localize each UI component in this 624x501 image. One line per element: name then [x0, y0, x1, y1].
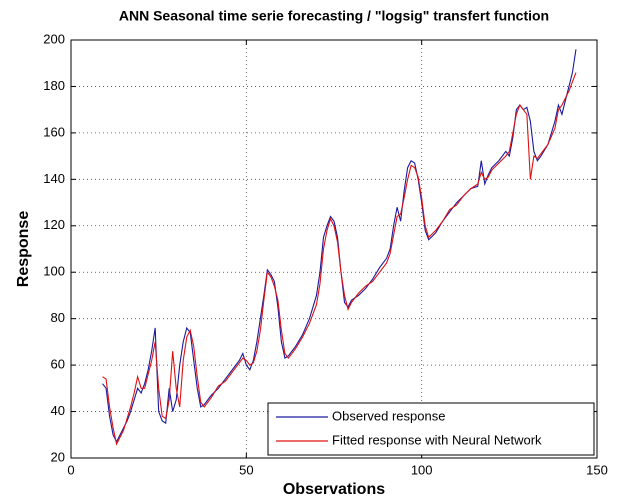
x-tick-label: 150: [586, 462, 608, 477]
chart-title: ANN Seasonal time serie forecasting / "l…: [119, 8, 549, 24]
x-tick-label: 100: [411, 462, 433, 477]
legend-label: Observed response: [332, 408, 445, 423]
y-tick-label: 160: [43, 124, 65, 139]
y-tick-label: 200: [43, 31, 65, 46]
legend-box: [267, 402, 595, 456]
y-tick-label: 100: [43, 264, 65, 279]
legend-label: Fitted response with Neural Network: [332, 432, 542, 447]
y-tick-label: 140: [43, 171, 65, 186]
y-tick-label: 180: [43, 78, 65, 93]
y-tick-label: 20: [51, 449, 65, 464]
x-axis-label: Observations: [283, 481, 385, 498]
plot-area: [71, 40, 597, 458]
y-axis-label: Response: [15, 211, 32, 288]
y-tick-label: 60: [51, 357, 65, 372]
axes-box: [70, 39, 598, 459]
y-tick-label: 80: [51, 310, 65, 325]
series-line: [102, 72, 577, 446]
y-tick-label: 40: [51, 403, 65, 418]
y-tick-label: 120: [43, 217, 65, 232]
x-tick-label: 50: [239, 462, 253, 477]
x-tick-label: 0: [67, 462, 74, 477]
